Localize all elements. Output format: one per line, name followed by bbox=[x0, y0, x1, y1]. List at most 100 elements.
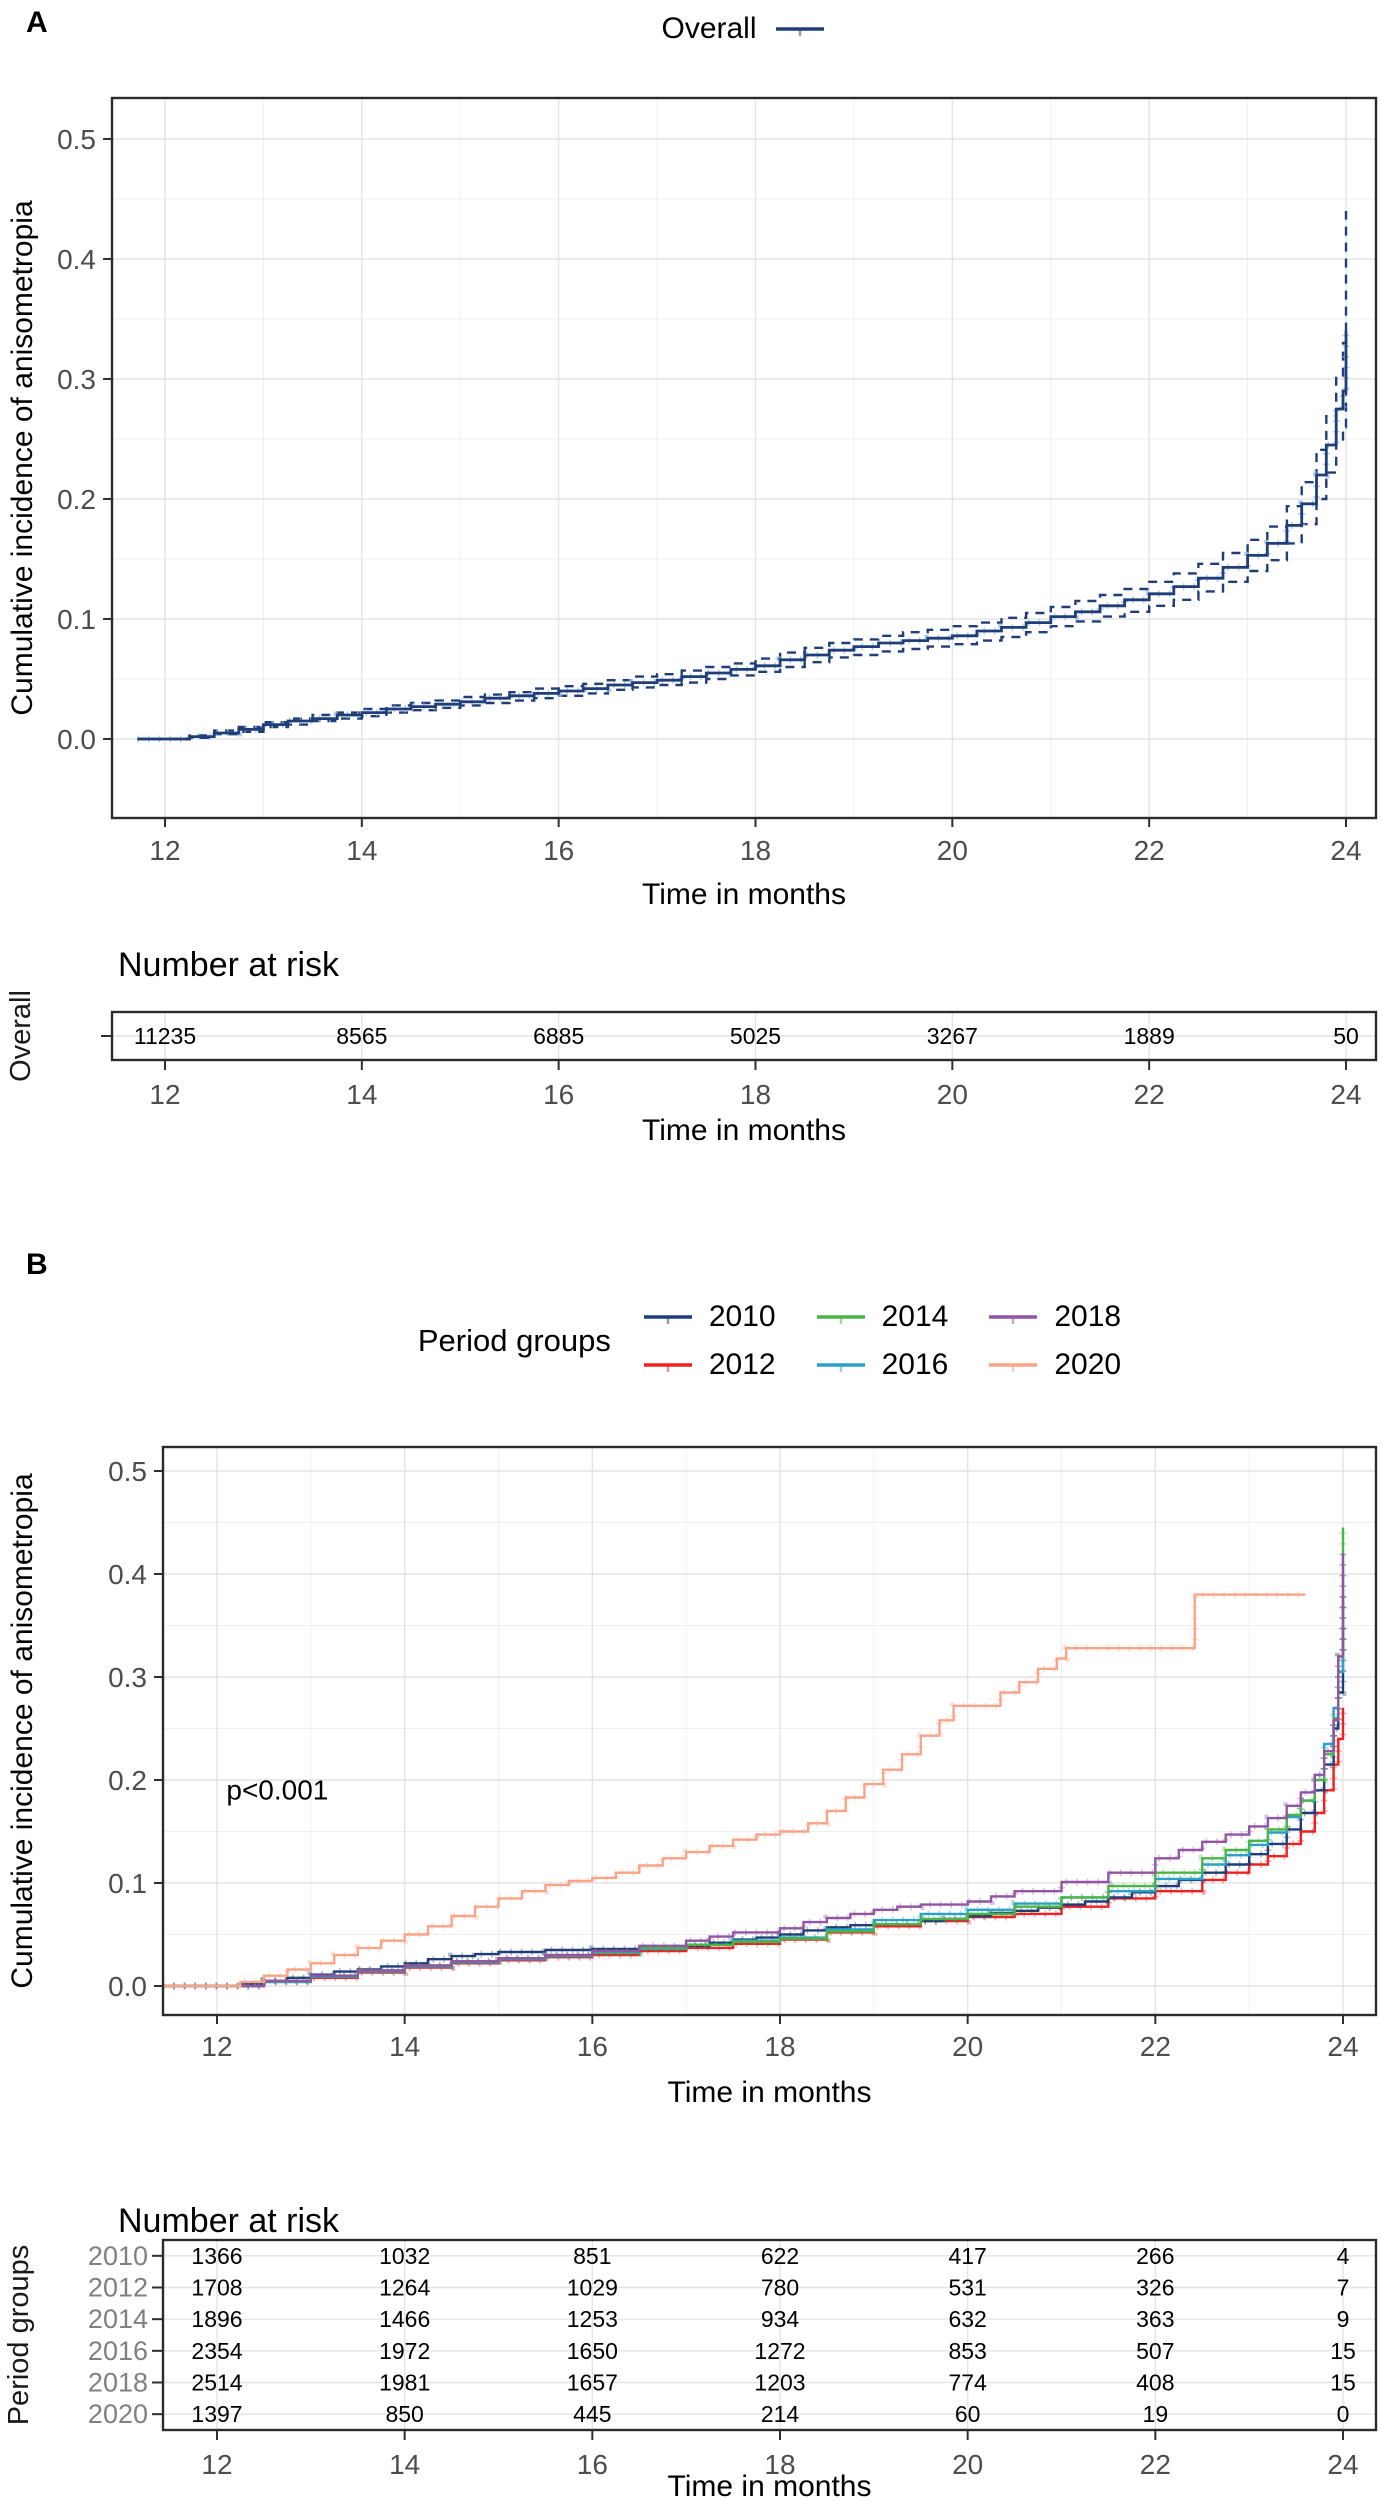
risk-count: 850 bbox=[385, 2401, 423, 2427]
legend-period-groups-title: Period groups bbox=[417, 1323, 611, 1358]
svg-text:12: 12 bbox=[201, 2031, 232, 2062]
series-2012 bbox=[162, 1707, 1347, 1990]
table-row: 2018 2514 1981 1657 1203 774 408 15 bbox=[88, 2368, 1356, 2398]
risk-count: 363 bbox=[1136, 2306, 1174, 2332]
table-x-axis: 12 14 16 18 20 22 24 bbox=[201, 2430, 1359, 2480]
row-label: 2014 bbox=[88, 2304, 148, 2334]
risk-count: 1708 bbox=[191, 2275, 242, 2301]
x-axis-title: Time in months bbox=[642, 1114, 846, 1144]
svg-text:20: 20 bbox=[937, 1079, 968, 1110]
censor-ticks bbox=[162, 1553, 1347, 1990]
legend-overall-key-icon bbox=[775, 27, 824, 36]
risk-count: 0 bbox=[1337, 2401, 1350, 2427]
table-row: 2010 1366 1032 851 622 417 266 4 bbox=[88, 2241, 1350, 2271]
risk-count: 6885 bbox=[533, 1023, 584, 1049]
panel-border bbox=[161, 1445, 1378, 2017]
risk-count: 11235 bbox=[134, 1023, 196, 1049]
table-row: 2012 1708 1264 1029 780 531 326 7 bbox=[88, 2273, 1349, 2303]
svg-text:0.5: 0.5 bbox=[57, 124, 96, 155]
svg-text:22: 22 bbox=[1140, 2031, 1171, 2062]
legend-entry-2010: 2010 bbox=[641, 1300, 776, 1334]
risk-count: 1272 bbox=[754, 2338, 805, 2364]
risk-count: 531 bbox=[948, 2275, 986, 2301]
series bbox=[162, 1527, 1347, 1990]
svg-text:16: 16 bbox=[543, 835, 574, 866]
y-axis: 0.0 0.1 0.2 0.3 0.4 0.5 bbox=[57, 124, 112, 755]
risk-count: 9 bbox=[1337, 2306, 1350, 2332]
svg-text:0.1: 0.1 bbox=[57, 604, 96, 635]
legend-key-icon bbox=[643, 1363, 692, 1372]
svg-text:24: 24 bbox=[1330, 1079, 1361, 1110]
y-axis-title: Cumulative incidence of anisometropia bbox=[6, 200, 39, 716]
svg-text:0.3: 0.3 bbox=[57, 364, 96, 395]
svg-text:14: 14 bbox=[389, 2449, 420, 2480]
x-axis-title: Time in months bbox=[668, 2076, 872, 2109]
row-label: 2010 bbox=[88, 2241, 148, 2271]
svg-text:14: 14 bbox=[346, 1079, 377, 1110]
legend-entry-2018: 2018 bbox=[986, 1300, 1121, 1334]
y-axis: 0.0 0.1 0.2 0.3 0.4 0.5 bbox=[108, 1456, 163, 2002]
svg-text:0.4: 0.4 bbox=[57, 244, 96, 275]
risk-count: 774 bbox=[948, 2370, 987, 2396]
svg-text:18: 18 bbox=[764, 2031, 795, 2062]
risk-count: 1253 bbox=[567, 2306, 618, 2332]
y-axis-title: Cumulative incidence of anisometropia bbox=[6, 1473, 39, 1989]
risk-count: 934 bbox=[761, 2306, 800, 2332]
legend-key-icon bbox=[816, 1315, 865, 1324]
legend-overall-label: Overall bbox=[661, 12, 757, 45]
legend-key-icon bbox=[989, 1363, 1038, 1372]
survival-curve bbox=[137, 331, 1348, 741]
gridlines bbox=[163, 1447, 1376, 2015]
series-2018 bbox=[162, 1553, 1347, 1990]
svg-text:16: 16 bbox=[577, 2031, 608, 2062]
row-label: 2012 bbox=[88, 2273, 148, 2303]
risk-count: 1029 bbox=[567, 2275, 618, 2301]
svg-text:0.4: 0.4 bbox=[108, 1559, 147, 1590]
series-Overall bbox=[137, 211, 1350, 743]
censor-ticks bbox=[137, 331, 1350, 743]
panel-b-plot: 12 14 16 18 20 22 24 0.0 0.1 0.2 0.3 0.4 0.5 Time in … bbox=[6, 1445, 1378, 2109]
censor-ticks bbox=[162, 1527, 1347, 1990]
risk-count: 851 bbox=[573, 2243, 611, 2269]
risk-count: 1972 bbox=[379, 2338, 430, 2364]
legend-entry-label: 2018 bbox=[1054, 1300, 1122, 1333]
table-row: 11235 8565 6885 5025 3267 1889 50 bbox=[101, 1023, 1359, 1049]
risk-count: 7 bbox=[1337, 2275, 1350, 2301]
row-label: 2016 bbox=[88, 2336, 148, 2366]
x-axis-title: Time in months bbox=[668, 2470, 872, 2500]
svg-text:24: 24 bbox=[1327, 2449, 1358, 2480]
risk-count: 1657 bbox=[567, 2370, 618, 2396]
series-2020 bbox=[162, 1591, 1306, 1990]
svg-text:12: 12 bbox=[149, 835, 180, 866]
survival-curve bbox=[162, 1594, 1345, 1988]
svg-text:18: 18 bbox=[740, 1079, 771, 1110]
table-row: 2016 2354 1972 1650 1272 853 507 15 bbox=[88, 2336, 1356, 2366]
risk-table-title: Number at risk bbox=[118, 2202, 340, 2240]
panel-a-risk-table: Number at risk Overall 11235 8565 6885 5025 32… bbox=[5, 946, 1378, 1144]
svg-text:24: 24 bbox=[1330, 835, 1361, 866]
table-border bbox=[161, 2238, 1378, 2432]
ci-upper-line bbox=[137, 211, 1348, 741]
x-axis: 12 14 16 18 20 22 24 bbox=[201, 2015, 1359, 2062]
table-row: 2020 1397 850 445 214 60 19 0 bbox=[88, 2399, 1349, 2429]
panel-a-label: A bbox=[26, 6, 48, 39]
svg-text:16: 16 bbox=[543, 1079, 574, 1110]
risk-count: 1366 bbox=[191, 2243, 242, 2269]
risk-count: 3267 bbox=[927, 1023, 978, 1049]
gridlines bbox=[112, 98, 1376, 818]
table-row: 2014 1896 1466 1253 934 632 363 9 bbox=[88, 2304, 1349, 2334]
series-2010 bbox=[162, 1594, 1347, 1990]
risk-count: 780 bbox=[761, 2275, 799, 2301]
legend-entry-label: 2012 bbox=[708, 1348, 776, 1381]
risk-count: 5025 bbox=[730, 1023, 781, 1049]
table-gridlines bbox=[163, 2240, 1376, 2430]
risk-count: 417 bbox=[948, 2243, 986, 2269]
svg-text:20: 20 bbox=[937, 835, 968, 866]
legend-entry-label: 2016 bbox=[881, 1348, 949, 1381]
risk-count: 1981 bbox=[379, 2370, 430, 2396]
svg-text:22: 22 bbox=[1140, 2449, 1171, 2480]
svg-text:0.3: 0.3 bbox=[108, 1662, 147, 1693]
risk-count: 2354 bbox=[191, 2338, 242, 2364]
risk-table-title: Number at risk bbox=[118, 946, 340, 984]
